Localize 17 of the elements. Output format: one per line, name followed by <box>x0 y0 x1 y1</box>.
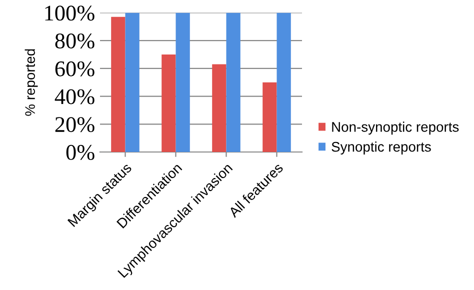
y-tick-label: 80% <box>55 33 94 49</box>
y-tick-label: 0% <box>66 144 94 160</box>
y-axis-title: % reported <box>24 49 38 116</box>
legend-label: Non-synoptic reports <box>332 122 459 135</box>
bar <box>111 16 126 152</box>
bar <box>162 54 176 152</box>
bar <box>226 12 240 152</box>
y-tick-label: 60% <box>55 61 94 76</box>
bar <box>176 12 190 152</box>
y-tick-label: 100% <box>45 6 94 21</box>
bar <box>212 64 226 152</box>
legend-label: Synoptic reports <box>332 142 431 154</box>
bar <box>262 82 277 152</box>
bar <box>125 12 140 152</box>
y-tick-label: 40% <box>54 89 94 104</box>
y-tick-label: 20% <box>55 117 94 132</box>
bar <box>276 12 291 152</box>
